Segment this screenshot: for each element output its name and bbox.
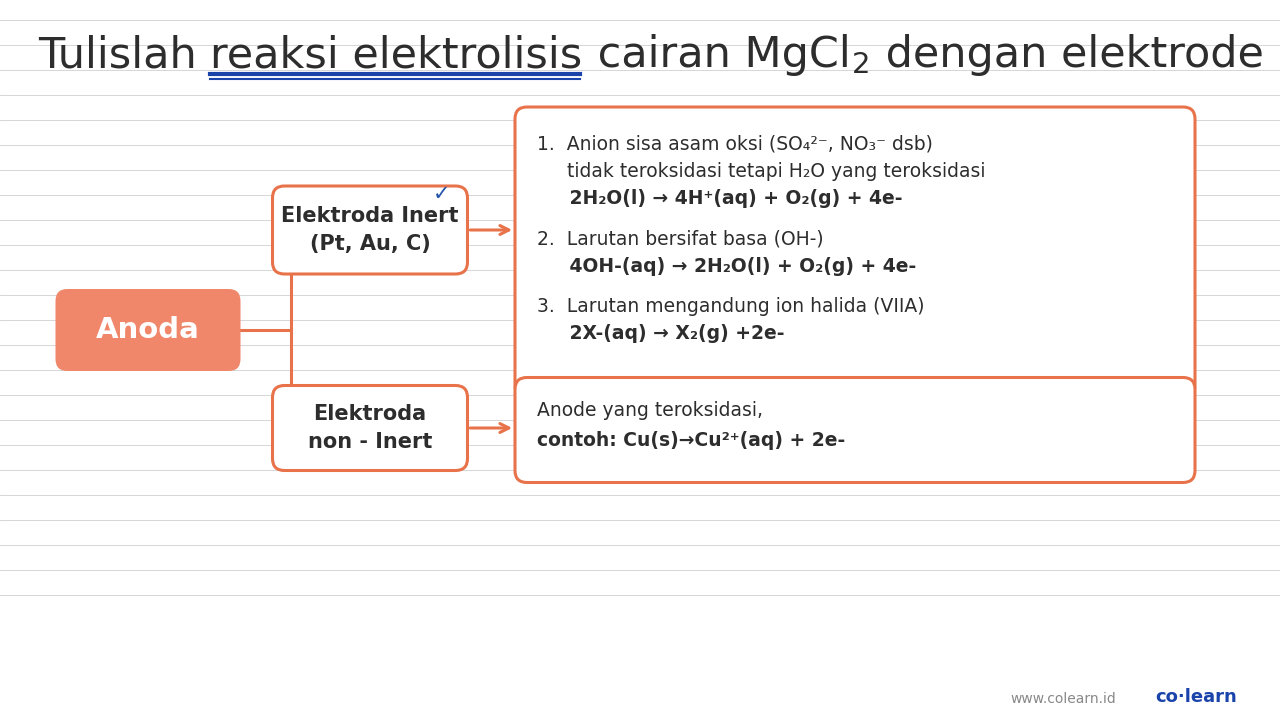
Text: co·learn: co·learn (1155, 688, 1236, 706)
FancyBboxPatch shape (273, 385, 467, 470)
Text: tidak teroksidasi tetapi H₂O yang teroksidasi: tidak teroksidasi tetapi H₂O yang teroks… (538, 162, 986, 181)
FancyBboxPatch shape (515, 107, 1196, 397)
Text: 2H₂O(l) → 4H⁺(aq) + O₂(g) + 4e-: 2H₂O(l) → 4H⁺(aq) + O₂(g) + 4e- (538, 189, 902, 208)
Text: Anode yang teroksidasi,: Anode yang teroksidasi, (538, 402, 763, 420)
Text: ✓: ✓ (433, 184, 451, 204)
Text: contoh: Cu(s)→Cu²⁺(aq) + 2e-: contoh: Cu(s)→Cu²⁺(aq) + 2e- (538, 431, 845, 451)
FancyBboxPatch shape (515, 377, 1196, 482)
Text: Elektroda: Elektroda (314, 404, 426, 424)
FancyBboxPatch shape (273, 186, 467, 274)
FancyBboxPatch shape (55, 289, 241, 371)
Text: www.colearn.id: www.colearn.id (1010, 692, 1116, 706)
Text: (Pt, Au, C): (Pt, Au, C) (310, 234, 430, 254)
Text: Anoda: Anoda (96, 316, 200, 344)
Text: cairan MgCl: cairan MgCl (584, 34, 851, 76)
Text: 2X-(aq) → X₂(g) +2e-: 2X-(aq) → X₂(g) +2e- (538, 324, 785, 343)
Text: 3.  Larutan mengandung ion halida (VIIA): 3. Larutan mengandung ion halida (VIIA) (538, 297, 924, 316)
Text: reaksi elektrolisis: reaksi elektrolisis (210, 34, 582, 76)
Text: 1.  Anion sisa asam oksi (SO₄²⁻, NO₃⁻ dsb): 1. Anion sisa asam oksi (SO₄²⁻, NO₃⁻ dsb… (538, 135, 933, 154)
Text: non - Inert: non - Inert (307, 432, 433, 452)
Text: 4OH-(aq) → 2H₂O(l) + O₂(g) + 4e-: 4OH-(aq) → 2H₂O(l) + O₂(g) + 4e- (538, 256, 916, 276)
Text: 2.  Larutan bersifat basa (OH-): 2. Larutan bersifat basa (OH-) (538, 230, 823, 248)
Text: 2: 2 (852, 51, 870, 79)
Text: Elektroda Inert: Elektroda Inert (282, 206, 458, 226)
Text: Tulislah: Tulislah (38, 34, 210, 76)
Text: dengan elektrode platina!: dengan elektrode platina! (872, 34, 1280, 76)
